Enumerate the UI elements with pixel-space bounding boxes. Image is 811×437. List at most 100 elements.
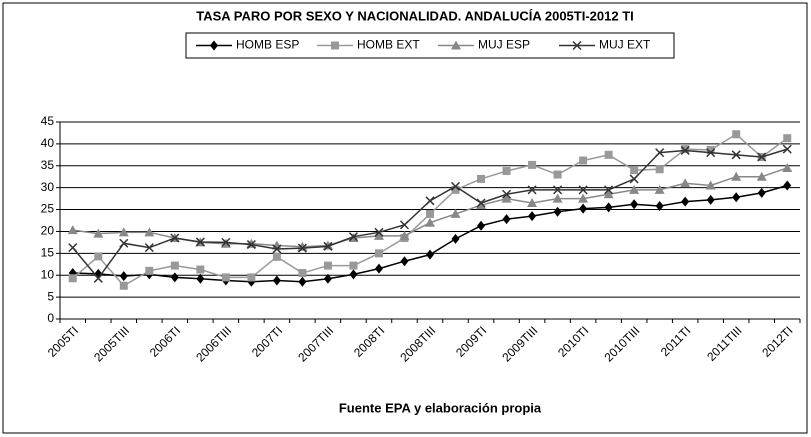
marker: [655, 148, 665, 158]
legend-marker: [210, 40, 218, 51]
marker: [603, 189, 614, 199]
source-note: Fuente EPA y elaboración propia: [339, 400, 542, 415]
marker: [426, 209, 434, 218]
marker: [272, 252, 281, 261]
marker: [67, 225, 78, 235]
marker: [119, 281, 128, 290]
marker: [272, 275, 281, 286]
marker: [528, 211, 537, 222]
legend-marker: [572, 40, 582, 51]
marker: [144, 243, 154, 253]
marker: [706, 148, 716, 158]
marker: [501, 193, 512, 203]
marker: [732, 130, 741, 139]
marker: [757, 152, 767, 162]
marker: [527, 197, 538, 207]
marker: [93, 273, 103, 283]
marker: [170, 233, 180, 243]
marker: [732, 192, 741, 203]
marker: [118, 227, 129, 237]
marker: [502, 189, 512, 199]
chart-title: TASA PARO POR SEXO Y NACIONALIDAD. ANDAL…: [196, 8, 634, 23]
y-tick-label: 10: [41, 267, 55, 281]
marker: [426, 249, 434, 260]
marker: [553, 206, 562, 217]
marker: [783, 180, 792, 191]
y-tick-label: 0: [47, 311, 54, 325]
marker: [374, 263, 383, 274]
marker: [604, 185, 614, 195]
marker: [552, 193, 563, 203]
marker: [757, 187, 766, 198]
marker: [196, 265, 205, 274]
marker: [450, 208, 461, 218]
marker: [604, 202, 613, 213]
marker: [629, 184, 640, 194]
marker: [731, 150, 741, 160]
marker: [68, 274, 77, 283]
y-tick-label: 5: [47, 289, 54, 303]
marker: [93, 228, 104, 238]
marker: [297, 243, 307, 253]
marker: [247, 273, 256, 282]
marker: [374, 227, 384, 237]
y-tick-label: 25: [41, 202, 55, 216]
marker: [170, 272, 179, 283]
marker: [399, 230, 410, 240]
marker: [221, 273, 230, 282]
marker: [349, 269, 358, 280]
marker: [451, 185, 460, 194]
marker: [502, 167, 511, 176]
marker: [782, 144, 792, 154]
marker: [425, 196, 435, 206]
legend-label: MUJ EXT: [599, 38, 651, 52]
marker: [681, 145, 690, 154]
marker: [425, 217, 435, 227]
marker: [553, 170, 562, 179]
marker: [246, 240, 256, 250]
marker: [476, 198, 486, 208]
marker: [476, 200, 487, 210]
marker: [145, 266, 154, 275]
marker: [298, 269, 307, 278]
marker: [527, 185, 537, 195]
marker: [680, 178, 691, 188]
marker: [782, 162, 793, 172]
legend-marker: [331, 41, 339, 50]
marker: [323, 241, 333, 251]
marker: [323, 273, 332, 284]
marker: [655, 165, 664, 174]
marker: [119, 271, 128, 282]
marker: [195, 237, 205, 247]
marker: [756, 171, 767, 181]
marker: [348, 232, 358, 242]
marker: [630, 199, 639, 210]
marker: [604, 150, 613, 159]
marker: [399, 220, 410, 230]
y-tick-label: 35: [41, 158, 55, 172]
marker: [170, 261, 179, 270]
marker: [553, 185, 563, 195]
y-tick-label: 20: [41, 224, 55, 238]
legend-label: HOMB ESP: [236, 38, 299, 52]
legend-label: HOMB EXT: [357, 38, 420, 52]
marker: [400, 256, 409, 267]
marker: [477, 174, 486, 183]
marker: [706, 194, 715, 205]
marker: [477, 220, 486, 231]
marker: [502, 214, 511, 225]
marker: [119, 238, 129, 248]
marker: [578, 185, 588, 195]
y-tick-label: 15: [41, 246, 55, 260]
marker: [681, 196, 690, 207]
marker: [94, 252, 103, 261]
marker: [221, 237, 231, 247]
marker: [680, 145, 690, 155]
marker: [630, 166, 639, 175]
marker: [578, 193, 589, 203]
y-tick-label: 30: [41, 180, 55, 194]
marker: [705, 180, 716, 190]
marker: [655, 201, 664, 212]
